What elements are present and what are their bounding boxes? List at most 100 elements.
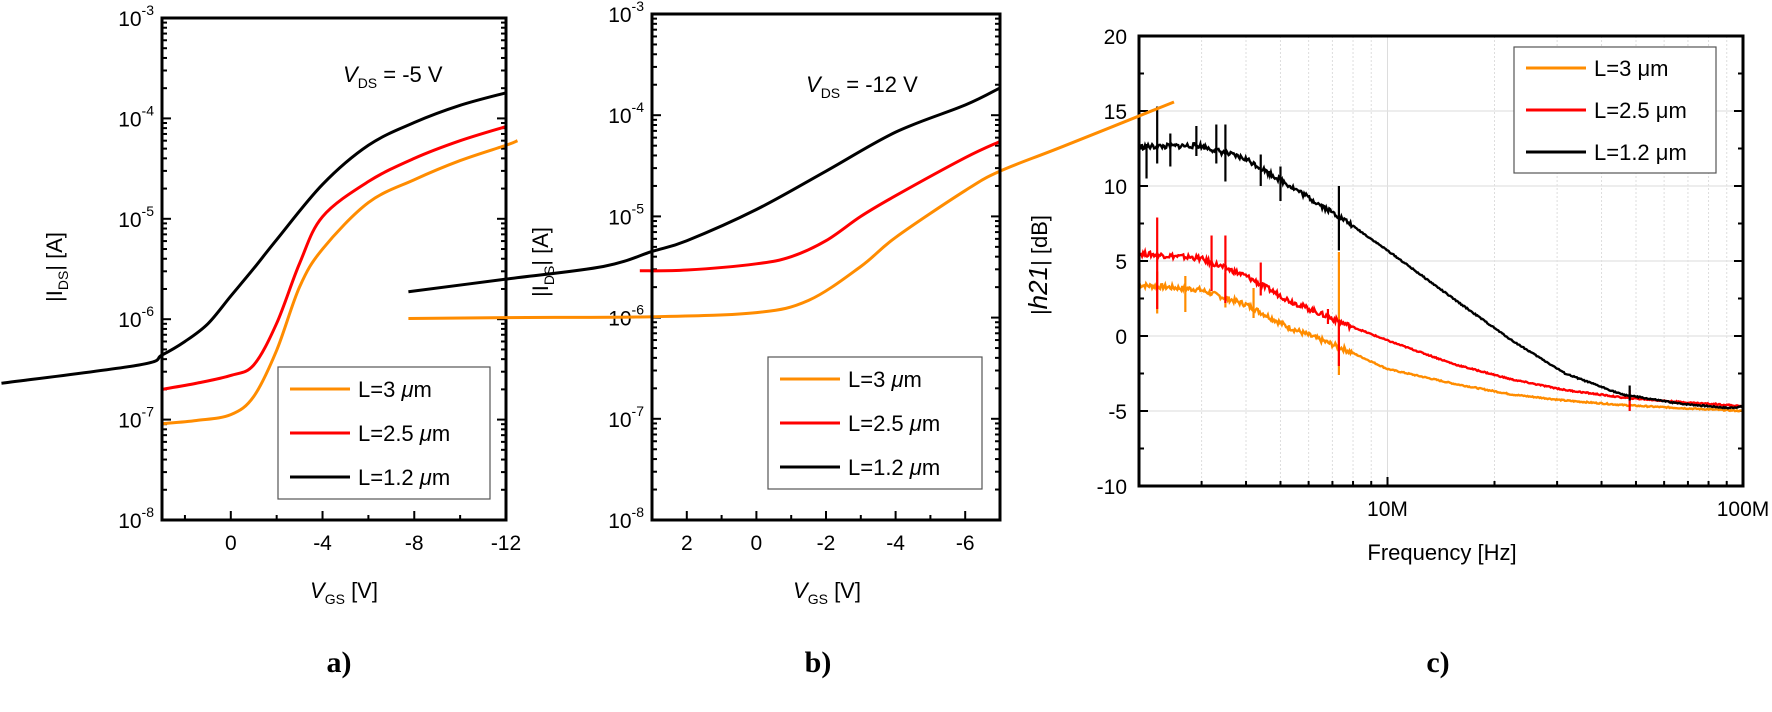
- text-part: m: [432, 465, 450, 490]
- text-part: | [dB]: [1027, 215, 1052, 266]
- y-tick-label: 0: [1115, 326, 1127, 349]
- y-axis-label: |IDS| [A]: [42, 232, 71, 302]
- text-part: 10: [118, 8, 141, 31]
- y-tick-label: 10-4: [608, 99, 644, 128]
- text-part: μ: [909, 455, 922, 480]
- text-part: 10: [118, 209, 141, 232]
- text-part: -5: [142, 203, 155, 219]
- panel-label: a): [327, 646, 352, 679]
- y-axis-label: |h21| [dB]: [1023, 215, 1053, 315]
- y-tick-label: 10-3: [118, 2, 154, 31]
- text-part: DS: [541, 266, 557, 285]
- text-part: L=3: [358, 377, 401, 402]
- text-part: m: [414, 377, 432, 402]
- text-part: 10: [608, 409, 631, 432]
- text-part: DS: [821, 85, 840, 101]
- x-tick-label: 0: [225, 532, 237, 555]
- y-tick-label: 10-5: [118, 203, 154, 232]
- legend-label: L=3 μm: [848, 367, 922, 392]
- text-part: |I: [528, 285, 553, 297]
- text-part: V: [343, 62, 360, 87]
- text-part: 10: [118, 309, 141, 332]
- x-tick-label: 10M: [1367, 498, 1408, 521]
- series-line-1: [1138, 280, 1744, 413]
- y-tick-label: 10-4: [118, 102, 154, 131]
- y-tick-label: -5: [1108, 401, 1127, 424]
- x-tick-label: -8: [405, 532, 424, 555]
- panel-b: 10-810-710-610-510-410-32 0 -2 -4 -6L=3 μmL=…: [408, 0, 1175, 679]
- text-part: -7: [632, 403, 645, 419]
- legend-label: L=3 μm: [1594, 56, 1668, 81]
- text-part: -6: [142, 303, 155, 319]
- y-tick-label: 5: [1115, 251, 1127, 274]
- plot-frame: [1137, 34, 1745, 488]
- series-line-3: [1138, 139, 1744, 410]
- text-part: |I: [42, 290, 67, 302]
- y-tick-label: -10: [1097, 476, 1127, 499]
- panel-label: c): [1426, 646, 1449, 679]
- series-line-3: [408, 86, 1001, 294]
- x-axis-label: Frequency [Hz]: [1367, 540, 1516, 565]
- text-part: -6: [632, 302, 645, 318]
- text-part: m: [1668, 98, 1686, 123]
- text-part: -8: [632, 504, 645, 520]
- series-line-1: [408, 100, 1175, 320]
- legend-label: L=1.2 μm: [358, 465, 450, 490]
- series-line-2: [1137, 246, 1744, 409]
- panel-label: b): [805, 646, 832, 679]
- text-part: 10: [608, 206, 631, 229]
- text-part: 10: [608, 510, 631, 533]
- y-tick-label: 10-3: [608, 0, 644, 27]
- text-part: -3: [632, 0, 645, 14]
- text-part: m: [904, 367, 922, 392]
- text-part: | [A]: [528, 227, 553, 266]
- y-tick-label: 10-6: [118, 303, 154, 332]
- text-part: = -5 V: [377, 62, 443, 87]
- text-part: DS: [55, 271, 71, 290]
- text-part: h: [1023, 295, 1053, 309]
- text-part: m: [922, 455, 940, 480]
- y-tick-label: 10-8: [608, 504, 644, 533]
- text-part: 21: [1023, 266, 1053, 296]
- x-tick-label: 2: [681, 532, 693, 555]
- y-tick-label: 10-6: [608, 302, 644, 331]
- panel-a: 10-810-710-610-510-410-30 -4 -8 -12L=3 μmL=…: [1, 2, 521, 679]
- text-part: μ: [890, 367, 903, 392]
- series-line-2: [161, 125, 507, 391]
- x-axis-label: VGS [V]: [310, 578, 378, 607]
- vds-annotation: VDS = -5 V: [343, 62, 443, 91]
- text-part: μ: [909, 411, 922, 436]
- text-part: L=1.2: [358, 465, 420, 490]
- text-part: μ: [419, 465, 432, 490]
- series-line-2: [639, 140, 1001, 273]
- text-part: -7: [142, 404, 155, 420]
- text-part: 10: [118, 510, 141, 533]
- text-part: L=3: [1594, 56, 1637, 81]
- text-part: μ: [1656, 140, 1669, 165]
- y-tick-label: 20: [1104, 26, 1127, 49]
- x-axis-label: VGS [V]: [793, 578, 861, 607]
- legend-label: L=2.5 μm: [848, 411, 940, 436]
- y-tick-label: 10-8: [118, 504, 154, 533]
- x-tick-label: 100M: [1717, 498, 1770, 521]
- text-part: L=2.5: [358, 421, 420, 446]
- text-part: m: [1668, 140, 1686, 165]
- y-tick-label: 15: [1104, 101, 1127, 124]
- text-part: [V]: [828, 578, 861, 603]
- plot-frame: [160, 16, 508, 522]
- x-tick-label: 0: [751, 532, 763, 555]
- series-line-3: [1, 91, 507, 385]
- text-part: 10: [608, 4, 631, 27]
- text-part: -8: [142, 504, 155, 520]
- y-tick-label: 10-5: [608, 200, 644, 229]
- x-tick-label: -2: [817, 532, 836, 555]
- legend: L=3 μmL=2.5 μmL=1.2 μm: [277, 366, 491, 500]
- text-part: L=1.2: [848, 455, 910, 480]
- y-tick-label: 10-7: [118, 404, 154, 433]
- vds-annotation: VDS = -12 V: [806, 72, 918, 101]
- text-part: μ: [419, 421, 432, 446]
- text-part: μ: [1637, 56, 1650, 81]
- text-part: V: [793, 578, 810, 603]
- text-part: [V]: [345, 578, 378, 603]
